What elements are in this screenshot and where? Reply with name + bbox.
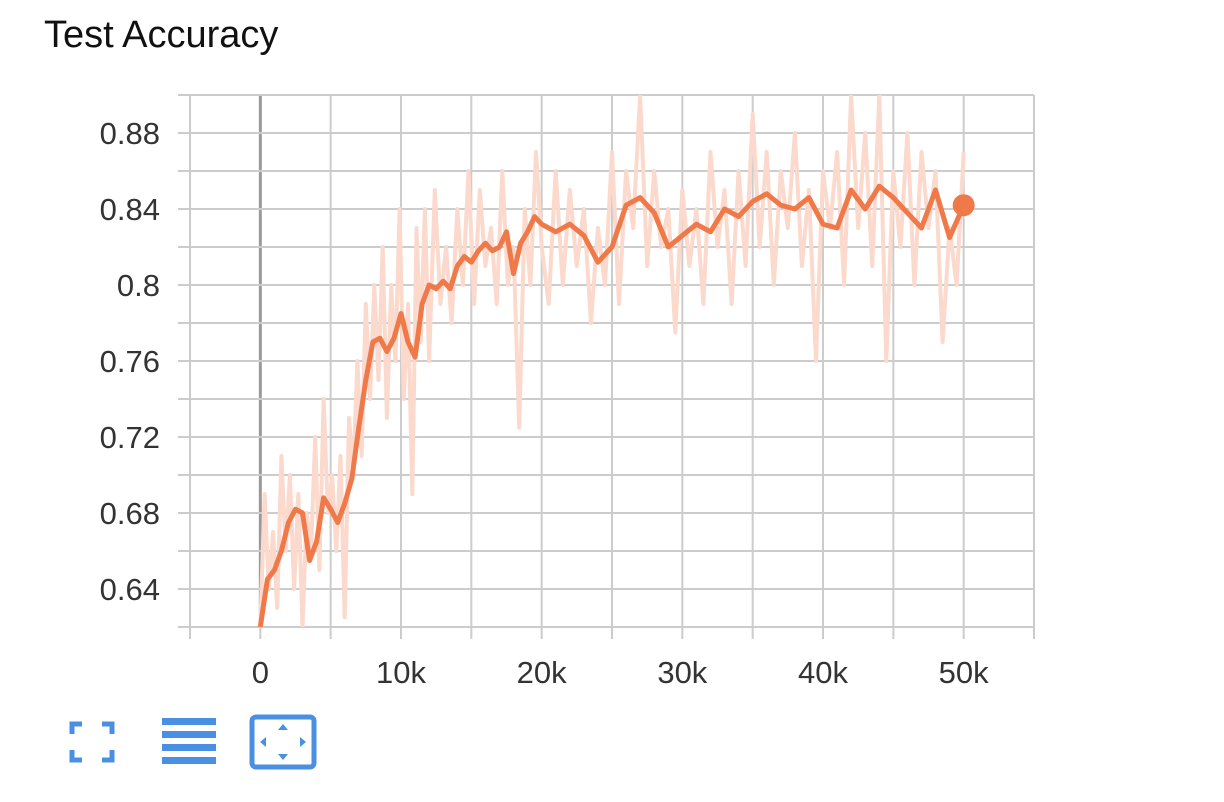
y-tick-label: 0.8 xyxy=(117,268,160,303)
raw-series-line xyxy=(258,95,966,627)
expand-chart-button[interactable] xyxy=(68,714,116,770)
y-tick-label: 0.68 xyxy=(100,496,160,531)
x-tick-label: 0 xyxy=(252,655,269,690)
x-tick-label: 20k xyxy=(517,655,567,690)
fullscreen-icon xyxy=(69,721,115,763)
fit-domain-icon xyxy=(249,714,317,770)
x-tick-label: 40k xyxy=(798,655,848,690)
chart-title: Test Accuracy xyxy=(44,14,279,56)
x-tick-label: 10k xyxy=(376,655,426,690)
y-tick-label: 0.88 xyxy=(100,116,160,151)
chart-plot[interactable]: 0.64 0.68 0.72 0.76 0.8 0.84 0.88 0 10k 20k 30k 40k… xyxy=(0,0,1224,700)
last-point-marker xyxy=(952,194,975,217)
y-tick-label: 0.72 xyxy=(100,420,160,455)
chart-toolbar xyxy=(68,714,368,770)
smoothed-series-line xyxy=(257,183,966,627)
toggle-log-scale-button[interactable] xyxy=(160,714,218,770)
fit-domain-button[interactable] xyxy=(249,714,319,770)
y-tick-label: 0.76 xyxy=(100,344,160,379)
x-tick-label: 50k xyxy=(939,655,989,690)
x-tick-label: 30k xyxy=(657,655,707,690)
y-tick-label: 0.64 xyxy=(100,572,160,607)
lines-icon xyxy=(162,718,216,764)
y-tick-label: 0.84 xyxy=(100,192,160,227)
